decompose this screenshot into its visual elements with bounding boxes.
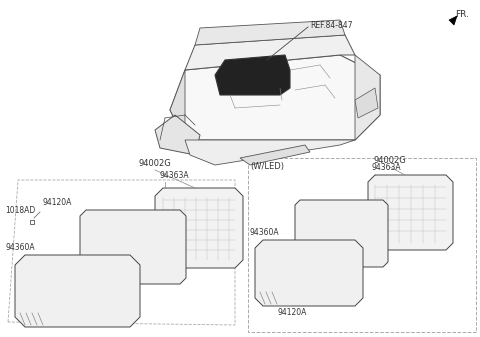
Polygon shape xyxy=(185,35,355,70)
Text: REF.84-847: REF.84-847 xyxy=(310,21,352,30)
Polygon shape xyxy=(185,140,355,165)
Polygon shape xyxy=(215,55,290,95)
Text: 94360A: 94360A xyxy=(5,243,35,252)
Polygon shape xyxy=(255,240,363,306)
Text: 94360A: 94360A xyxy=(249,228,278,237)
Text: (W/LED): (W/LED) xyxy=(250,162,284,171)
Polygon shape xyxy=(355,55,380,140)
Text: 94120A: 94120A xyxy=(278,308,307,317)
Ellipse shape xyxy=(83,272,127,310)
Circle shape xyxy=(350,222,374,246)
Text: 94120A: 94120A xyxy=(43,198,72,207)
Polygon shape xyxy=(295,200,388,267)
Polygon shape xyxy=(170,55,380,140)
Polygon shape xyxy=(240,145,310,165)
Polygon shape xyxy=(80,210,186,284)
Ellipse shape xyxy=(28,272,72,310)
Circle shape xyxy=(342,214,382,254)
Circle shape xyxy=(134,226,178,270)
Bar xyxy=(248,158,476,332)
Circle shape xyxy=(142,234,170,262)
Polygon shape xyxy=(355,88,378,118)
Text: FR.: FR. xyxy=(455,10,469,19)
Ellipse shape xyxy=(269,250,349,296)
Polygon shape xyxy=(449,16,457,25)
Polygon shape xyxy=(368,175,453,250)
Circle shape xyxy=(310,222,334,246)
Polygon shape xyxy=(155,115,200,155)
Polygon shape xyxy=(155,188,243,268)
Text: 1018AD: 1018AD xyxy=(5,206,35,215)
Text: 94002G: 94002G xyxy=(373,156,407,165)
Circle shape xyxy=(302,214,342,254)
Polygon shape xyxy=(15,255,140,327)
Polygon shape xyxy=(195,20,345,45)
Circle shape xyxy=(88,226,132,270)
Text: 94363A: 94363A xyxy=(160,171,190,180)
Polygon shape xyxy=(170,70,185,140)
Text: 94363A: 94363A xyxy=(372,163,402,172)
Circle shape xyxy=(96,234,124,262)
Text: 94002G: 94002G xyxy=(139,159,171,168)
